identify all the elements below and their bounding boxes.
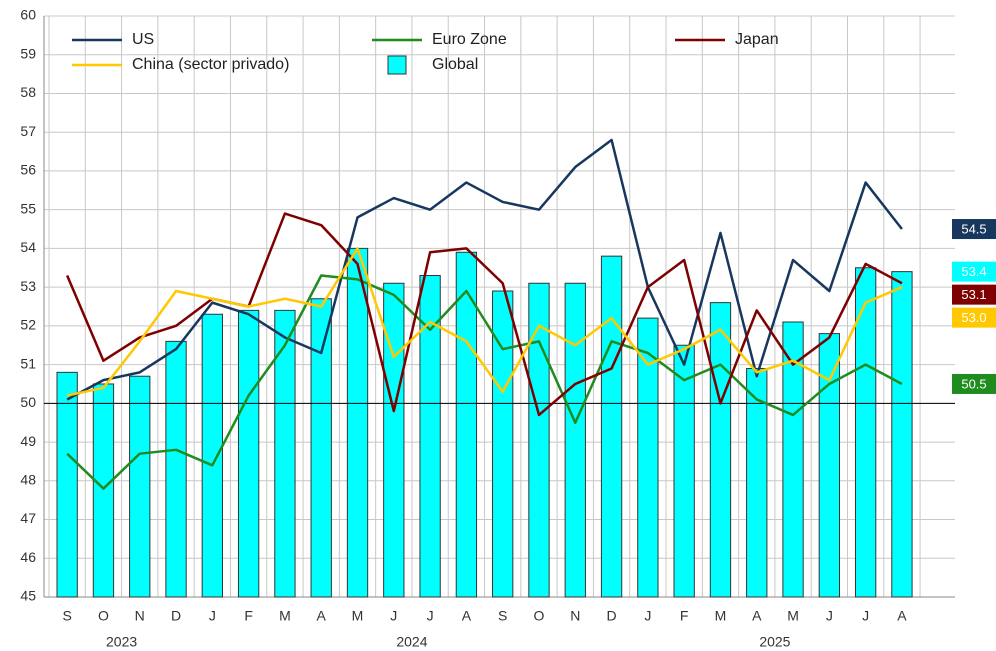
x-tick-label: J: [390, 608, 397, 624]
legend-label: China (sector privado): [132, 56, 289, 73]
bar: [165, 340, 187, 598]
legend-label: Japan: [735, 31, 779, 48]
end-label: 54.5: [961, 221, 986, 236]
y-tick-label: 53: [20, 278, 36, 294]
x-tick-label: F: [244, 608, 253, 624]
bar: [201, 313, 223, 598]
bar: [637, 317, 659, 598]
bar: [383, 282, 405, 598]
year-label: 2024: [396, 634, 427, 650]
x-tick-label: M: [279, 608, 291, 624]
y-tick-label: 47: [20, 510, 36, 526]
end-label: 53.0: [961, 310, 986, 325]
bar: [746, 367, 768, 598]
bar: [237, 309, 260, 598]
y-tick-label: 51: [20, 355, 36, 371]
bar: [310, 298, 332, 598]
legend-label: Euro Zone: [432, 31, 507, 48]
x-tick-label: A: [317, 608, 327, 624]
bar: [528, 282, 550, 598]
y-tick-label: 57: [20, 123, 36, 139]
end-label-box: [952, 219, 996, 240]
x-tick-label: M: [787, 608, 799, 624]
y-tick-label: 45: [20, 588, 36, 604]
x-tick-label: S: [498, 608, 507, 624]
x-tick-label: J: [862, 608, 869, 624]
line-series: [66, 138, 903, 401]
bar: [492, 290, 514, 598]
bar: [419, 275, 441, 598]
legend-label: US: [132, 31, 154, 48]
line-series: [66, 247, 903, 397]
x-tick-label: A: [462, 608, 472, 624]
y-tick-label: 46: [20, 549, 36, 565]
bar: [600, 255, 623, 598]
x-tick-label: O: [98, 608, 109, 624]
y-tick-label: 55: [20, 200, 36, 216]
bar: [782, 321, 804, 598]
end-label: 53.1: [961, 287, 986, 302]
x-tick-label: M: [715, 608, 727, 624]
x-tick-label: N: [135, 608, 145, 624]
x-tick-label: A: [752, 608, 762, 624]
x-tick-label: D: [171, 608, 181, 624]
y-tick-label: 48: [20, 472, 36, 488]
legend-swatch: [387, 55, 407, 75]
y-tick-label: 60: [20, 7, 36, 23]
bar: [274, 309, 296, 598]
y-tick-label: 59: [20, 45, 36, 61]
line-series: [66, 274, 903, 490]
bar: [854, 267, 877, 598]
bar: [92, 383, 115, 598]
bar: [564, 282, 586, 598]
y-tick-label: 56: [20, 162, 36, 178]
y-tick-label: 54: [20, 239, 36, 255]
end-label: 50.5: [961, 376, 986, 391]
y-tick-label: 49: [20, 433, 36, 449]
y-tick-label: 58: [20, 84, 36, 100]
x-tick-label: F: [680, 608, 689, 624]
end-label-box: [952, 373, 996, 394]
year-label: 2023: [106, 634, 137, 650]
x-tick-label: A: [897, 608, 907, 624]
x-tick-label: N: [570, 608, 580, 624]
x-tick-label: O: [534, 608, 545, 624]
x-tick-label: J: [826, 608, 833, 624]
legend-label: Global: [432, 56, 478, 73]
x-tick-label: S: [62, 608, 71, 624]
line-series: [65, 212, 903, 417]
bar: [56, 371, 78, 598]
end-label-box: [952, 261, 996, 282]
x-tick-label: J: [427, 608, 434, 624]
end-label: 53.4: [961, 264, 986, 279]
bar: [346, 247, 369, 598]
end-label-box: [952, 307, 996, 328]
bar: [673, 344, 695, 598]
y-tick-label: 52: [20, 317, 36, 333]
year-label: 2025: [759, 634, 790, 650]
bar: [818, 333, 841, 598]
x-tick-label: J: [209, 608, 216, 624]
bar: [709, 302, 732, 598]
x-tick-label: J: [644, 608, 651, 624]
y-tick-label: 50: [20, 394, 36, 410]
x-tick-label: D: [607, 608, 617, 624]
bar: [891, 271, 913, 598]
end-label-box: [952, 284, 996, 305]
bar: [129, 375, 151, 598]
x-tick-label: M: [352, 608, 364, 624]
